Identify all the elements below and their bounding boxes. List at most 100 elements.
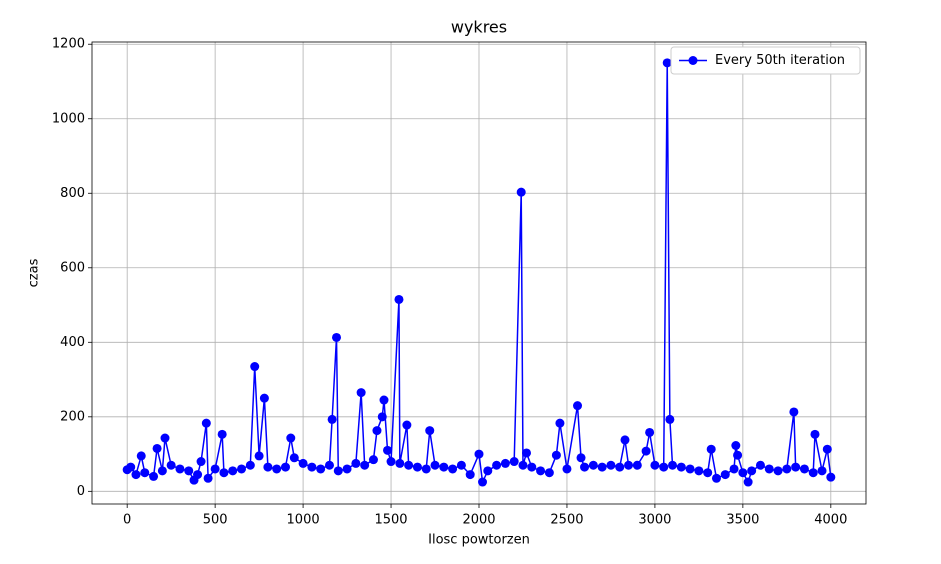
data-point (738, 468, 748, 478)
data-point (817, 466, 827, 476)
data-point (175, 464, 185, 474)
legend-label: Every 50th iteration (715, 53, 845, 68)
data-point (281, 462, 290, 472)
data-point (402, 420, 412, 430)
y-tick-label: 1200 (52, 37, 85, 52)
data-point (333, 466, 343, 476)
data-point (193, 470, 203, 480)
data-point (665, 414, 675, 424)
data-point (356, 388, 366, 398)
data-point (668, 460, 677, 470)
data-point (518, 460, 528, 470)
data-point (456, 460, 466, 470)
legend-marker (688, 56, 698, 65)
data-point (383, 445, 393, 455)
data-point (731, 441, 741, 451)
data-point (152, 443, 162, 453)
x-tick-label: 2000 (462, 513, 495, 528)
data-point (404, 460, 414, 470)
data-point (492, 460, 502, 470)
x-tick-label: 3500 (726, 513, 759, 528)
data-point (254, 451, 264, 461)
data-point (210, 464, 220, 474)
y-tick-label: 400 (60, 335, 85, 350)
data-point (465, 470, 475, 480)
x-tick-label: 1000 (287, 513, 320, 528)
data-point (516, 187, 526, 197)
data-point (733, 450, 743, 460)
chart-title: wykres (451, 18, 507, 37)
data-point (421, 464, 431, 474)
data-point (316, 464, 326, 474)
data-point (509, 457, 519, 467)
data-point (573, 401, 583, 411)
data-point (606, 460, 616, 470)
data-point (555, 418, 565, 428)
data-point (527, 462, 537, 472)
data-point (576, 453, 586, 463)
data-point (136, 451, 146, 461)
data-point (580, 462, 590, 472)
data-point (810, 429, 820, 439)
data-point (324, 460, 334, 470)
data-point (483, 466, 493, 476)
x-tick-label: 1500 (374, 513, 407, 528)
x-axis-label: Ilosc powtorzen (428, 533, 530, 548)
data-point (360, 460, 370, 470)
data-point (272, 464, 282, 474)
y-axis-label: czas (27, 258, 42, 287)
x-tick-label: 2500 (550, 513, 583, 528)
data-point (729, 464, 739, 474)
plot-frame (91, 41, 867, 505)
data-point (259, 393, 269, 403)
data-point (551, 450, 561, 460)
x-tick-label: 4000 (814, 513, 847, 528)
y-tick-label: 200 (60, 409, 85, 424)
data-point (544, 468, 554, 478)
data-point (263, 462, 273, 472)
data-point (157, 466, 167, 476)
legend-box (670, 46, 861, 75)
data-point (377, 412, 387, 422)
y-tick-label: 600 (60, 260, 85, 275)
data-point (217, 429, 227, 439)
x-tick-label: 3000 (638, 513, 671, 528)
data-point (620, 435, 630, 445)
data-point (368, 455, 378, 465)
data-point (166, 460, 176, 470)
data-point (624, 460, 634, 470)
data-point (808, 468, 818, 478)
data-point (615, 462, 625, 472)
data-point (332, 332, 342, 342)
data-point (351, 458, 361, 468)
data-point (659, 462, 669, 472)
data-point (720, 470, 730, 480)
data-point (203, 473, 213, 483)
y-tick-label: 1000 (52, 111, 85, 126)
data-point (184, 466, 194, 476)
data-point (430, 460, 440, 470)
data-point (394, 294, 404, 304)
data-point (245, 460, 255, 470)
data-point (140, 468, 150, 478)
data-point (196, 457, 206, 467)
data-point (289, 453, 299, 463)
data-point (448, 464, 458, 474)
data-point (500, 458, 510, 468)
data-point (764, 464, 774, 474)
data-point (588, 460, 598, 470)
data-point (632, 460, 642, 470)
data-point (536, 466, 546, 476)
data-point (395, 458, 405, 468)
data-point (372, 426, 382, 436)
data-point (286, 433, 296, 443)
data-point (149, 471, 159, 481)
data-point (160, 433, 170, 443)
data-point (791, 462, 801, 472)
data-point (439, 462, 449, 472)
data-point (386, 457, 396, 467)
data-point (743, 477, 753, 487)
data-point (521, 448, 531, 458)
data-point (126, 462, 136, 472)
